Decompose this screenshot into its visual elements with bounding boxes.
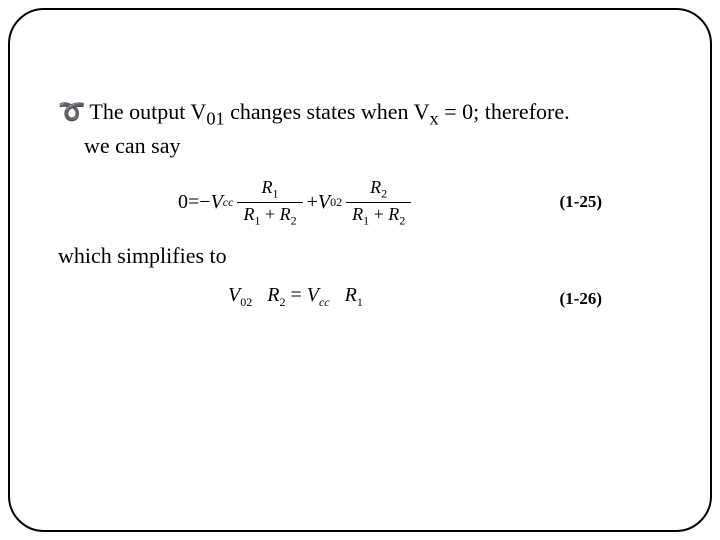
eq-equals: = xyxy=(290,284,306,306)
eq-equals: = xyxy=(188,191,199,214)
eq-V: V xyxy=(211,191,223,214)
eq-cc: cc xyxy=(223,195,234,210)
eq-minus: − xyxy=(199,191,210,214)
simplifies-text: which simplifies to xyxy=(58,242,662,270)
fraction-2: R2 R1 + R2 xyxy=(346,176,411,228)
sub-01: 01 xyxy=(206,108,224,128)
eq-sub02: 02 xyxy=(330,195,342,210)
eq-R: R xyxy=(352,204,363,224)
eq-V: V xyxy=(228,284,240,306)
frac-den: R1 + R2 xyxy=(346,202,411,229)
frac-num: R1 xyxy=(256,176,285,202)
equation-1: 0 = − Vcc R1 R1 + R2 + V02 R2 R1 + R2 xyxy=(178,178,415,226)
eq-sub02: 02 xyxy=(240,295,252,309)
eq-sub1: 1 xyxy=(357,295,363,309)
eq-R: R xyxy=(243,204,254,224)
eq-V02: V xyxy=(318,191,330,214)
eq-R: R xyxy=(388,204,399,224)
eq-R: R xyxy=(345,284,357,306)
text-seg: = 0; therefore. xyxy=(439,99,570,124)
eq-sub1: 1 xyxy=(273,187,279,201)
bullet-text-line1: The output V01 changes states when Vx = … xyxy=(89,98,569,132)
eq-sub2: 2 xyxy=(381,187,387,201)
sub-x: x xyxy=(430,108,439,128)
equation-2: V02 R2 = Vcc R1 xyxy=(228,284,363,310)
eq-V: V xyxy=(307,284,319,306)
eq-zero: 0 xyxy=(178,191,188,214)
eq-plus: + xyxy=(369,204,388,224)
eq-R: R xyxy=(280,204,291,224)
equation-1-label: (1-25) xyxy=(560,192,602,212)
fraction-1: R1 R1 + R2 xyxy=(237,176,302,228)
eq-R: R xyxy=(262,177,273,197)
bullet-glyph: ➰ xyxy=(58,98,85,126)
eq-R: R xyxy=(370,177,381,197)
equation-2-label: (1-26) xyxy=(560,289,602,309)
text-seg: changes states when V xyxy=(225,99,430,124)
bullet-item: ➰ The output V01 changes states when Vx … xyxy=(58,98,662,132)
equation-1-row: 0 = − Vcc R1 R1 + R2 + V02 R2 R1 + R2 (1… xyxy=(58,178,662,226)
text-seg: The output V xyxy=(89,99,206,124)
eq-sub2: 2 xyxy=(291,213,297,227)
eq-sub2: 2 xyxy=(399,213,405,227)
equation-2-row: V02 R2 = Vcc R1 (1-26) xyxy=(58,284,662,314)
eq-plus: + xyxy=(307,191,318,214)
eq-plus: + xyxy=(260,204,279,224)
frac-num: R2 xyxy=(364,176,393,202)
frac-den: R1 + R2 xyxy=(237,202,302,229)
eq-sub2: 2 xyxy=(279,295,285,309)
eq-R: R xyxy=(267,284,279,306)
slide-frame: ➰ The output V01 changes states when Vx … xyxy=(8,8,712,532)
eq-cc: cc xyxy=(319,295,330,309)
bullet-text-line2: we can say xyxy=(84,132,662,160)
